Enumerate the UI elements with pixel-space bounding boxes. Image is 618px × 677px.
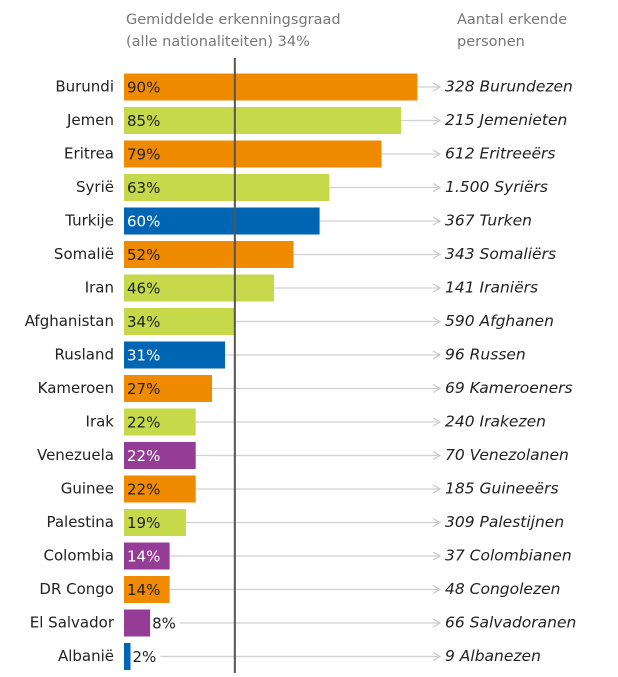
category-label: Colombia: [44, 547, 115, 565]
category-label: Albanië: [58, 647, 114, 665]
category-label: Palestina: [46, 513, 114, 531]
header-right: personen: [457, 34, 525, 50]
annotation: 185 Guineeërs: [445, 480, 559, 498]
annotation: 69 Kameroeners: [445, 379, 573, 397]
category-label: Somalië: [54, 245, 114, 263]
arrowhead: [432, 551, 442, 561]
annotation: 96 Russen: [445, 346, 526, 364]
arrowhead: [432, 115, 442, 126]
value-label: 22%: [127, 481, 160, 499]
value-label: 63%: [127, 179, 160, 197]
arrowhead: [432, 216, 442, 226]
value-label: 34%: [127, 313, 160, 331]
value-label: 46%: [127, 280, 160, 298]
arrowhead: [432, 350, 442, 360]
annotation: 1.500 Syriërs: [445, 178, 548, 196]
arrowhead: [432, 283, 442, 293]
bar: [124, 341, 226, 369]
arrowhead: [432, 484, 442, 494]
arrowhead: [432, 517, 442, 528]
bar: [124, 241, 294, 268]
bar: [124, 408, 196, 436]
bar: [124, 375, 213, 402]
category-label: Venezuela: [37, 446, 114, 464]
value-label: 31%: [127, 347, 160, 365]
arrowhead: [432, 584, 442, 595]
value-label: 22%: [127, 414, 160, 432]
category-label: Eritrea: [64, 145, 114, 163]
arrowhead: [432, 618, 442, 628]
annotation: 240 Irakezen: [445, 413, 546, 431]
bar: [124, 442, 196, 469]
arrowhead: [432, 417, 442, 427]
category-label: Guinee: [61, 480, 114, 498]
value-label: 85%: [127, 112, 160, 130]
arrowhead: [432, 249, 442, 260]
bar: [124, 643, 131, 670]
bar: [124, 174, 330, 201]
reference-label: Gemiddelde erkenningsgraad: [126, 12, 341, 28]
annotation: 66 Salvadoranen: [445, 614, 576, 632]
annotation: 70 Venezolanen: [445, 446, 569, 464]
arrowhead: [432, 383, 442, 394]
bar: [124, 609, 151, 637]
value-label: 2%: [133, 648, 157, 666]
bar: [124, 308, 235, 335]
reference-label: (alle nationaliteiten) 34%: [126, 34, 310, 50]
category-label: Iran: [85, 279, 114, 297]
category-label: Jemen: [66, 111, 114, 129]
annotation: 141 Iraniërs: [445, 279, 538, 297]
category-label: Afghanistan: [25, 312, 114, 330]
arrowhead: [432, 82, 442, 92]
category-label: Kameroen: [38, 379, 114, 397]
arrowhead: [432, 450, 442, 461]
bar: [124, 73, 418, 101]
bar: [124, 140, 382, 168]
category-label: Syrië: [76, 178, 114, 196]
value-label: 60%: [127, 213, 160, 231]
value-label: 52%: [127, 246, 160, 264]
annotation: 343 Somaliërs: [445, 245, 556, 263]
category-label: El Salvador: [30, 614, 115, 632]
annotation: 367 Turken: [445, 212, 532, 230]
bar: [124, 207, 320, 235]
value-label: 14%: [127, 548, 160, 566]
category-label: Irak: [86, 413, 115, 431]
value-label: 22%: [127, 447, 160, 465]
bar: [124, 542, 170, 570]
category-label: Burundi: [55, 78, 114, 96]
value-label: 27%: [127, 380, 160, 398]
annotation: 328 Burundezen: [445, 78, 573, 96]
annotation: 9 Albanezen: [445, 647, 541, 665]
annotation: 48 Congolezen: [445, 580, 560, 598]
annotation: 37 Colombianen: [445, 547, 572, 565]
bar: [124, 509, 186, 536]
value-label: 14%: [127, 581, 160, 599]
value-label: 79%: [127, 146, 160, 164]
value-label: 8%: [152, 615, 176, 633]
arrowhead: [432, 149, 442, 159]
category-label: Turkije: [64, 212, 114, 230]
bar: [124, 576, 170, 603]
annotation: 612 Eritreeërs: [445, 145, 556, 163]
value-label: 19%: [127, 514, 160, 532]
arrowhead: [432, 182, 442, 193]
annotation: 215 Jemenieten: [445, 111, 567, 129]
annotation: 309 Palestijnen: [445, 513, 564, 531]
bar: [124, 475, 196, 503]
value-label: 90%: [127, 79, 160, 97]
category-label: Rusland: [55, 346, 114, 364]
bar: [124, 274, 274, 302]
header-right: Aantal erkende: [457, 12, 567, 28]
arrowhead: [432, 316, 442, 327]
category-label: DR Congo: [39, 580, 114, 598]
arrowhead: [432, 651, 442, 662]
bar: [124, 107, 402, 134]
annotation: 590 Afghanen: [445, 312, 554, 330]
